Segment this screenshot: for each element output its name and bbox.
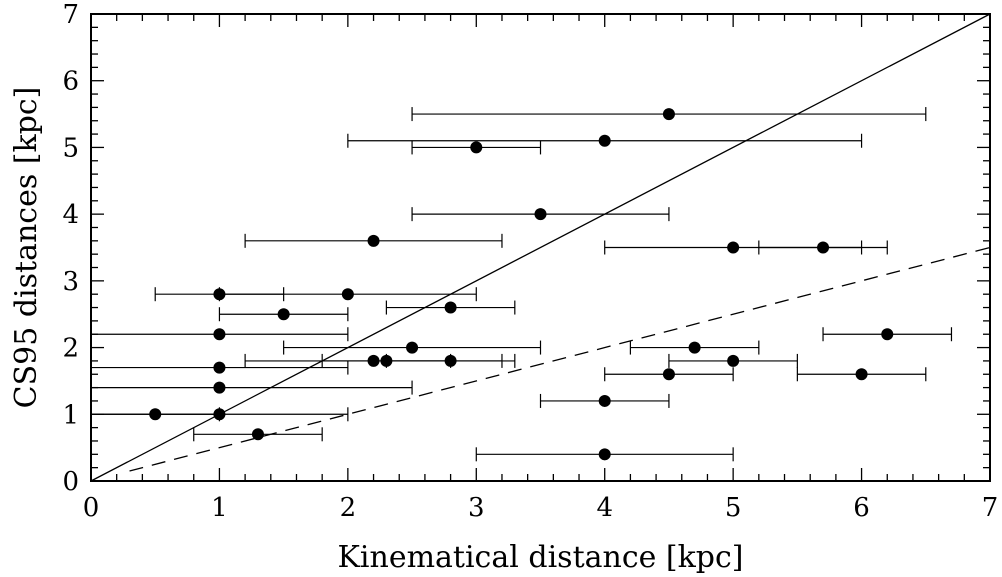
y-tick-label: 3 [62, 267, 79, 297]
x-axis-label: Kinematical distance [kpc] [337, 540, 743, 575]
data-point [213, 288, 226, 301]
data-point [213, 328, 226, 341]
data-point [406, 341, 419, 354]
x-tick-label: 4 [596, 493, 613, 523]
x-tick-label: 7 [982, 493, 999, 523]
x-tick-label: 1 [211, 493, 228, 523]
data-point [367, 354, 380, 367]
data-point [662, 368, 675, 381]
data-points [149, 108, 894, 461]
data-point [213, 408, 226, 421]
axis-ticks [90, 13, 991, 482]
y-tick-label: 7 [62, 0, 79, 30]
solid-reference-line [90, 13, 991, 482]
y-tick-label: 4 [62, 200, 79, 230]
data-point [367, 234, 380, 247]
data-point [598, 394, 611, 407]
data-point [470, 141, 483, 154]
y-tick-labels: 0 1 2 3 4 5 6 7 [62, 0, 79, 497]
y-tick-label: 0 [62, 467, 79, 497]
y-tick-label: 2 [62, 334, 79, 364]
data-point [881, 328, 894, 341]
y-tick-label: 5 [62, 133, 79, 163]
data-point [149, 408, 162, 421]
x-tick-label: 3 [468, 493, 485, 523]
data-point [817, 241, 830, 254]
x-tick-label: 2 [340, 493, 357, 523]
data-point [727, 241, 740, 254]
data-point [277, 308, 290, 321]
y-tick-label: 1 [62, 400, 79, 430]
x-tick-label: 0 [83, 493, 100, 523]
error-bars [90, 107, 953, 462]
data-point [598, 134, 611, 147]
y-axis-label: CS95 distances [kpc] [9, 87, 44, 409]
data-point [251, 428, 264, 441]
data-point [341, 288, 354, 301]
data-point [213, 381, 226, 394]
data-point [213, 361, 226, 374]
data-point [380, 354, 393, 367]
x-tick-labels: 0 1 2 3 4 5 6 7 [83, 493, 999, 523]
plot-frame [90, 13, 991, 482]
data-point [534, 208, 547, 221]
x-tick-label: 5 [725, 493, 742, 523]
data-point [688, 341, 701, 354]
x-tick-label: 6 [853, 493, 870, 523]
y-tick-label: 6 [62, 67, 79, 97]
data-point [444, 354, 457, 367]
data-point [662, 108, 675, 121]
data-point [598, 448, 611, 461]
data-point [855, 368, 868, 381]
data-point [444, 301, 457, 314]
data-point [727, 354, 740, 367]
